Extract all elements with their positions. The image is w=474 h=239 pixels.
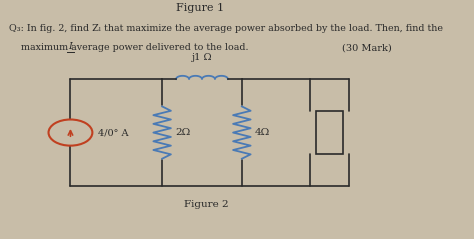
Text: (30 Mark): (30 Mark) — [342, 43, 392, 53]
Text: Q₃: In fig. 2, find Zₗ that maximize the average power absorbed by the load. The: Q₃: In fig. 2, find Zₗ that maximize the… — [9, 24, 443, 33]
Text: Figure 2: Figure 2 — [183, 200, 228, 209]
FancyBboxPatch shape — [316, 111, 343, 154]
Text: 4Ω: 4Ω — [255, 128, 270, 137]
Text: Figure 1: Figure 1 — [176, 3, 224, 13]
Text: j1 Ω: j1 Ω — [191, 54, 212, 62]
Text: I: I — [69, 42, 73, 51]
Text: maximum average power delivered to the load.: maximum average power delivered to the l… — [9, 43, 248, 53]
Text: 2Ω: 2Ω — [175, 128, 190, 137]
Text: $Z_L$: $Z_L$ — [322, 125, 337, 140]
Text: 4/0° A: 4/0° A — [98, 128, 129, 137]
